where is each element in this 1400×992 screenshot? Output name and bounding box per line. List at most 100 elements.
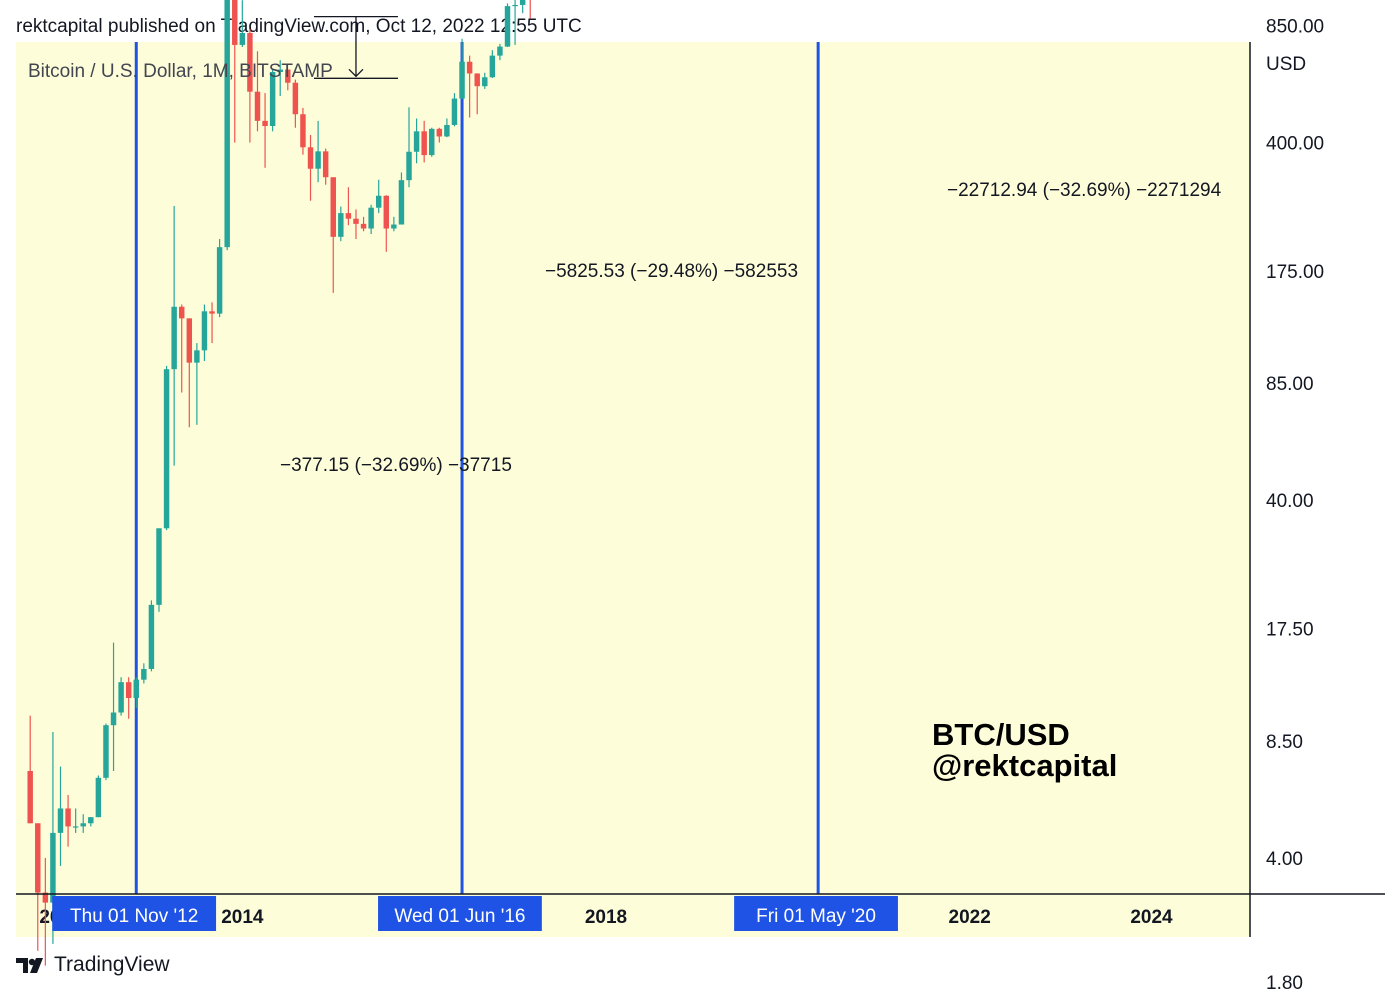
tradingview-logo-icon [16,958,43,973]
candle-body [375,195,382,208]
candle-body [451,98,458,125]
measure-arrow-head [348,68,364,78]
y-axis: 100000.0040000.008500.004000.001750.0085… [1266,16,1324,992]
halving-lines [134,42,820,894]
x-tick-label: 2022 [949,907,991,928]
candle-body [27,771,33,824]
candle-body [315,151,321,169]
candle-body [194,350,200,363]
candle-body [209,311,215,314]
halving-date-label: Wed 01 Jun '16 [394,906,525,927]
candle-body [398,180,405,225]
candle-body [345,213,352,219]
y-axis-unit: USD [1266,54,1306,75]
candle-body [254,91,261,121]
candle-body [80,823,86,827]
candle-body [141,668,147,680]
axis-background [1250,42,1385,937]
halving-label-bg [378,896,542,931]
brand-footer[interactable]: TradingView [16,953,170,977]
watermark-line-1: BTC/USD [932,717,1070,752]
measurement-text: −5825.53 (−29.48%) −582553 [545,261,798,282]
candle-body [391,224,397,229]
candle-body [42,892,49,903]
measurements: 46770.74−377.15 (−32.69%) −37715−5825.53… [280,15,1222,476]
candle-body [459,61,465,99]
candle-body [171,306,177,370]
candle-body [72,826,79,828]
candle-body [383,195,390,229]
candle-body [330,177,336,237]
candle-body [307,147,314,169]
halving-label-bg [52,896,217,931]
candle-body [186,318,193,363]
y-tick-label: 85.00 [1266,374,1314,395]
candle-body [368,207,374,229]
candle-body [413,131,420,152]
halving-date-label: Thu 01 Nov '12 [70,906,198,927]
candle-body [497,46,503,56]
candle-body [292,82,299,115]
candle-body [421,131,427,156]
candle-body [247,32,253,92]
candle-body [466,61,473,74]
halving-date-labels: Thu 01 Nov '12 Wed 01 Jun '16 Fri 01 May '… [52,896,898,931]
candle-body [482,77,488,87]
candle-body [156,528,162,605]
candle-body [125,682,132,698]
y-tick-label: 8.50 [1266,732,1303,753]
time-axis-background [16,894,1250,937]
measurement-text: −22712.94 (−32.69%) −2271294 [947,180,1222,201]
x-tick-label: 2018 [585,907,627,928]
candle-body [285,69,291,83]
candle-body [216,247,223,314]
candle-body [429,128,435,156]
y-tick-label: 850.00 [1266,16,1324,37]
candle-body [65,808,71,827]
candle-body [338,213,344,237]
candle-body [50,832,56,903]
y-tick-label: 4.00 [1266,849,1303,870]
candle-body [444,124,450,137]
halving-date-label: Fri 01 May '20 [756,906,876,927]
candle-body [118,682,124,713]
y-tick-label: 40.00 [1266,491,1314,512]
candle-body [224,0,230,248]
measurement-text: −377.15 (−32.69%) −37715 [280,455,512,476]
candle-body [262,120,268,127]
x-tick-label: 2014 [221,907,264,928]
symbol-title: Bitcoin / U.S. Dollar, 1M, BITSTAMP [28,61,333,82]
candle-body [110,712,117,726]
candle-body [504,6,511,47]
plot-background [16,42,1250,894]
candle-body [133,679,139,698]
candle-body [277,69,283,73]
candle-body [406,151,412,181]
y-tick-label: 17.50 [1266,620,1314,641]
candle-body [269,72,276,127]
candle-body [436,128,443,137]
y-tick-label: 400.00 [1266,134,1324,155]
candle-body [300,114,306,148]
candle-body [519,0,526,5]
candle-body [201,311,208,351]
candle-body [353,218,359,224]
candle-body [103,725,109,778]
brand-name: TradingView [54,953,170,976]
candle-body [232,0,238,45]
candle-body [57,808,64,833]
candle-body [95,777,102,818]
candle-body [239,32,246,45]
candle-body [163,369,170,529]
halving-label-bg [734,896,898,931]
publisher-line: rektcapital published on TradingView.com… [16,16,582,37]
candle-body [512,4,518,7]
candle-body [474,73,480,87]
watermark-line-2: @rektcapital [932,748,1117,783]
x-tick-label: 2024 [1130,907,1173,928]
candle-body [35,823,41,893]
candle-body [148,604,155,669]
y-tick-label: 175.00 [1266,262,1324,283]
candle-body [88,817,94,824]
